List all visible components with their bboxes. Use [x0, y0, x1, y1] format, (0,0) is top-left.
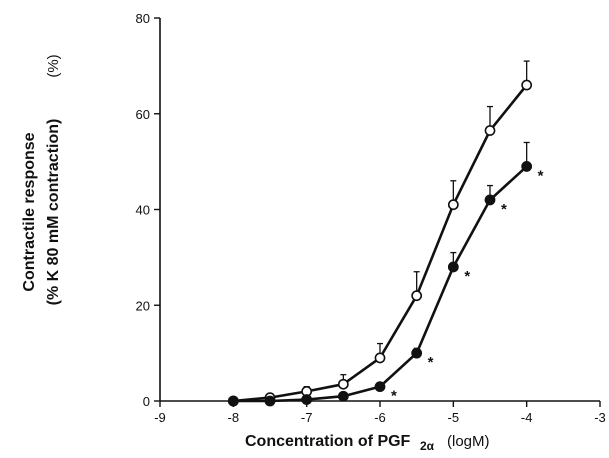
- axes: -9 -8 -7 -6 -5 -4 -3 0 20 40 60 80: [136, 11, 606, 425]
- y-axis-title-line1: Contractile response: [21, 132, 38, 291]
- x-tick-label: -5: [448, 410, 460, 425]
- x-tick-label: -3: [594, 410, 606, 425]
- x-tick-label: -9: [154, 410, 166, 425]
- data-point: [484, 194, 496, 206]
- data-point: [447, 199, 459, 211]
- data-point: [337, 390, 349, 402]
- data-point: [484, 125, 496, 136]
- significance-marker: *: [391, 388, 397, 405]
- data-point: [301, 394, 313, 405]
- y-tick-label: 80: [136, 11, 150, 26]
- significance-marker: *: [538, 167, 544, 184]
- x-tick-label: -7: [301, 410, 313, 425]
- data-point: [374, 381, 386, 393]
- y-tick-label: 20: [136, 298, 150, 313]
- significance-marker: *: [501, 201, 507, 218]
- x-axis-unit: (logM): [447, 433, 490, 450]
- data-point: [264, 395, 276, 407]
- x-axis-title-subscript: 2α: [420, 439, 435, 453]
- y-axis-unit: (%): [45, 54, 62, 77]
- data-point: [411, 347, 423, 359]
- data-point: [227, 395, 239, 407]
- significance-marker: *: [428, 354, 434, 371]
- y-tick-label: 60: [136, 107, 150, 122]
- y-tick-label: 40: [136, 203, 150, 218]
- x-axis-title-text: Concentration of PGF: [245, 433, 411, 450]
- data-point: [521, 161, 533, 172]
- x-tick-label: -4: [521, 410, 533, 425]
- y-axis-title-line2: (% K 80 mM contraction): [45, 119, 62, 306]
- y-axis-title: Contractile response (% K 80 mM contract…: [21, 54, 62, 305]
- y-tick-label: 0: [143, 394, 150, 409]
- data-point: [337, 378, 349, 390]
- significance-marker: *: [464, 268, 470, 285]
- data-point: [521, 79, 533, 91]
- x-axis-title: Concentration of PGF 2α (logM): [245, 433, 490, 453]
- x-tick-label: -6: [374, 410, 386, 425]
- tick-group: -9 -8 -7 -6 -5 -4 -3 0 20 40 60 80: [136, 11, 606, 425]
- series-open-circles: [227, 60, 533, 407]
- plot-area: * * * * *: [227, 60, 544, 407]
- data-point: [374, 352, 386, 364]
- data-point: [447, 261, 459, 273]
- data-point: [411, 290, 423, 302]
- x-tick-label: -8: [228, 410, 240, 425]
- series-filled-circles: * * * * *: [227, 141, 544, 407]
- series-line: [233, 165, 528, 403]
